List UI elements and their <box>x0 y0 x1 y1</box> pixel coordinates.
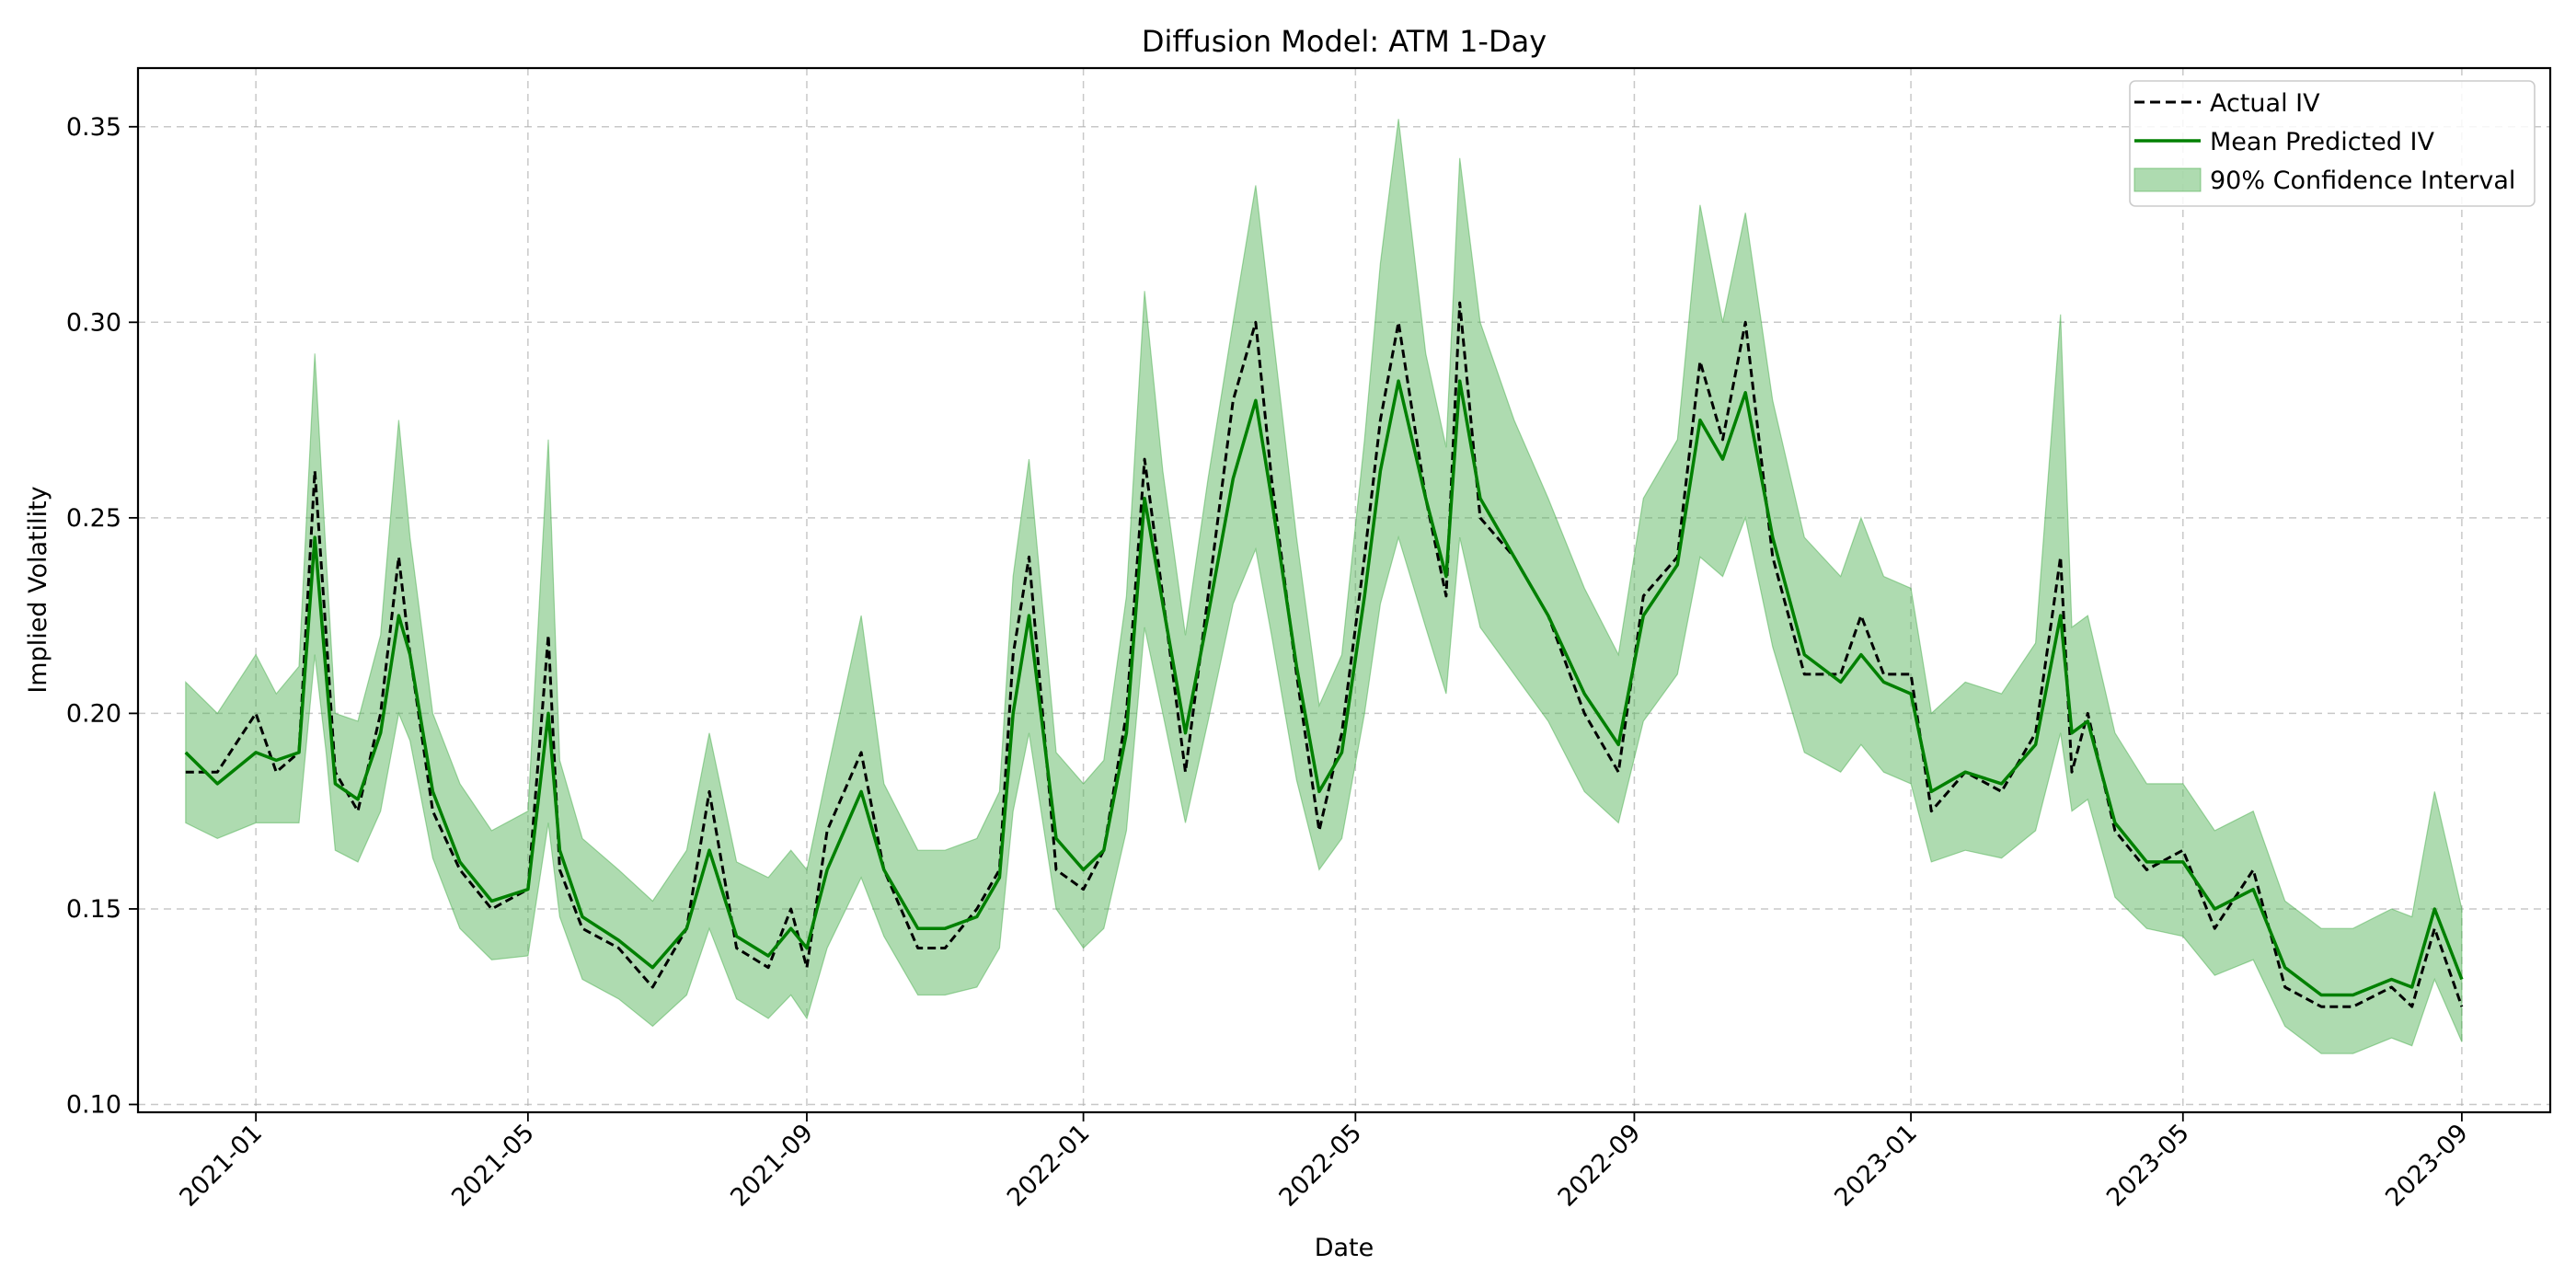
x-tick-label: 2021-09 <box>725 1119 819 1213</box>
x-tick-label: 2022-09 <box>1553 1119 1647 1213</box>
y-tick-label: 0.15 <box>66 895 121 924</box>
plot-frame <box>136 66 2552 1114</box>
x-tick-label: 2021-05 <box>446 1119 540 1213</box>
y-tick-label: 0.20 <box>66 699 121 728</box>
legend-box <box>2129 80 2536 207</box>
x-axis-label: Date <box>1315 1234 1374 1262</box>
legend: Actual IV Mean Predicted IV 90% Confiden… <box>2129 80 2536 207</box>
x-tick-label: 2023-05 <box>2101 1119 2195 1213</box>
y-tick-label: 0.30 <box>66 308 121 337</box>
y-axis-label: Implied Volatility <box>24 486 52 693</box>
x-tick-label: 2023-09 <box>2380 1119 2474 1213</box>
series-lines <box>184 301 2464 1008</box>
chart-title: Diffusion Model: ATM 1-Day <box>1142 24 1547 59</box>
y-tick-label: 0.25 <box>66 504 121 533</box>
y-tick-label: 0.35 <box>66 113 121 142</box>
legend-swatch-band <box>2133 167 2202 192</box>
legend-label-predicted: Mean Predicted IV <box>2210 128 2434 156</box>
legend-label-band: 90% Confidence Interval <box>2210 167 2515 195</box>
mean-predicted-iv-line <box>184 379 2464 997</box>
legend-label-actual: Actual IV <box>2210 89 2320 118</box>
y-axis-ticks: 0.10 0.15 0.20 0.25 0.30 0.35 <box>66 113 138 1119</box>
confidence-band <box>185 119 2463 1054</box>
x-tick-label: 2022-01 <box>1002 1119 1096 1213</box>
x-tick-label: 2023-01 <box>1829 1119 1923 1213</box>
y-tick-label: 0.10 <box>66 1090 121 1119</box>
x-axis-ticks: 2021-01 2021-05 2021-09 2022-01 2022-05 2022-… <box>174 1112 2474 1213</box>
actual-iv-line <box>185 301 2464 1008</box>
x-tick-label: 2021-01 <box>174 1119 268 1213</box>
x-tick-label: 2022-05 <box>1274 1119 1368 1213</box>
confidence-band-area <box>185 119 2463 1054</box>
